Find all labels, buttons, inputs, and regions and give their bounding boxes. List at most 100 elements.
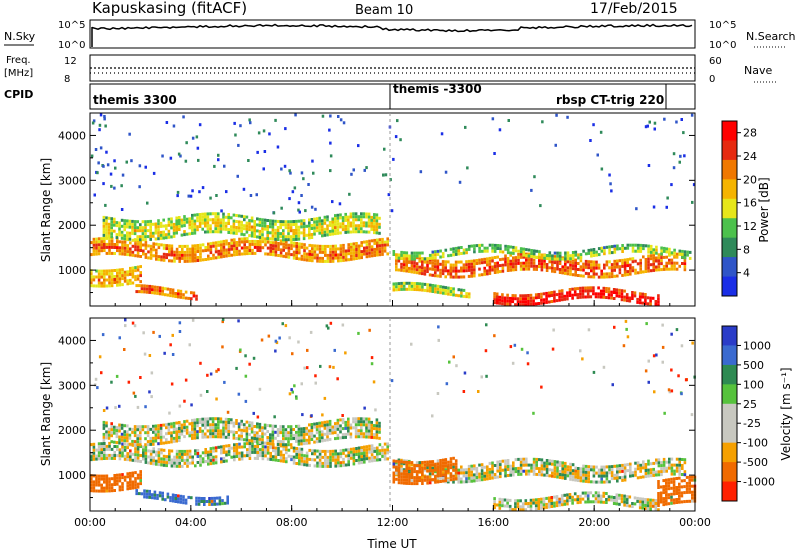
power-scatter-cell [138, 185, 141, 189]
vel-echo-cell [146, 425, 150, 429]
vel-echo-cell [368, 444, 371, 448]
vel-echo-cell [381, 454, 384, 458]
vel-echo-cell [483, 477, 486, 481]
power-echo-cell [303, 246, 306, 250]
cpid-segment-1: themis 3300 [93, 93, 177, 107]
vel-echo-cell [170, 461, 174, 465]
power-echo-cell [123, 252, 127, 256]
vel-echo-cell [618, 493, 621, 497]
power-echo-cell [222, 212, 225, 216]
power-echo-cell [408, 254, 411, 258]
vel-echo-cell [341, 436, 345, 440]
power-echo-cell [444, 289, 448, 293]
power-echo-cell [599, 292, 603, 296]
power-echo-cell [248, 246, 252, 249]
power-echo-cell [292, 256, 296, 260]
vel-echo-cell [165, 441, 168, 445]
vel-echo-cell [421, 465, 424, 469]
power-echo-cell [649, 299, 652, 303]
power-echo-cell [381, 240, 384, 244]
vel-echo-cell [196, 430, 199, 434]
power-echo-cell [134, 248, 137, 252]
vel-echo-cell [662, 469, 666, 473]
power-echo-cell [376, 253, 379, 257]
vel-echo-cell [441, 467, 445, 471]
power-echo-cell [328, 220, 332, 224]
power-echo-cell [303, 258, 306, 262]
colorbar-tick-label: 28 [743, 127, 757, 140]
power-echo-cell [362, 230, 366, 234]
vel-echo-cell [227, 430, 230, 433]
vel-echo-cell [592, 468, 596, 472]
vel-echo-cell [282, 459, 285, 463]
power-echo-cell [292, 223, 295, 226]
power-echo-cell [571, 264, 575, 268]
vel-echo-cell [573, 492, 577, 496]
vel-echo-cell [126, 439, 129, 443]
power-echo-cell [161, 286, 164, 290]
power-echo-cell [266, 228, 269, 231]
vel-echo-cell [272, 455, 275, 459]
power-scatter-cell [110, 184, 113, 188]
vel-echo-cell [434, 480, 437, 484]
power-echo-cell [347, 252, 350, 256]
power-echo-cell [261, 236, 264, 240]
vel-echo-cell [553, 469, 557, 473]
power-echo-cell [153, 285, 157, 289]
power-echo-cell [144, 229, 147, 233]
vel-echo-cell [168, 449, 171, 453]
power-echo-cell [134, 266, 137, 270]
power-echo-cell [662, 267, 666, 271]
vel-echo-cell [287, 448, 291, 452]
vel-echo-cell [599, 494, 603, 498]
vel-echo-cell [300, 462, 304, 466]
power-echo-cell [522, 267, 525, 271]
power-echo-cell [660, 256, 663, 260]
power-echo-cell [454, 252, 458, 256]
power-echo-cell [462, 248, 466, 252]
power-echo-cell [128, 234, 132, 238]
power-echo-cell [538, 253, 541, 257]
vel-echo-cell [478, 478, 481, 482]
vel-echo-cell [195, 499, 198, 503]
power-echo-cell [605, 290, 608, 293]
power-echo-cell [331, 232, 334, 236]
power-echo-cell [439, 271, 442, 275]
power-echo-cell [285, 255, 288, 259]
vel-echo-cell [108, 447, 111, 451]
vel-echo-cell [357, 449, 361, 453]
power-echo-cell [496, 244, 500, 247]
power-echo-cell [413, 282, 416, 285]
power-echo-cell [519, 264, 523, 268]
vel-echo-cell [161, 494, 164, 498]
vel-echo-cell [110, 489, 114, 493]
vel-echo-cell [636, 499, 639, 503]
vel-echo-cell [303, 460, 306, 464]
power-echo-cell [240, 240, 244, 244]
power-scatter-cell [530, 188, 533, 192]
vel-echo-cell [282, 434, 285, 438]
power-echo-cell [165, 247, 168, 251]
power-echo-cell [418, 259, 421, 263]
vel-echo-cell [318, 461, 322, 465]
vel-echo-cell [349, 426, 353, 430]
vel-echo-cell [187, 495, 190, 499]
vel-echo-cell [397, 472, 401, 476]
power-echo-cell [670, 261, 674, 265]
power-echo-cell [219, 221, 223, 225]
noise-tick-right-top: 10^5 [709, 20, 736, 31]
vel-echo-cell [341, 418, 345, 422]
power-echo-cell [214, 215, 217, 219]
vel-echo-cell [657, 461, 661, 465]
vel-echo-cell [543, 473, 546, 477]
power-echo-cell [199, 246, 202, 250]
power-echo-cell [118, 252, 122, 256]
vel-echo-cell [113, 451, 116, 454]
vel-echo-cell [217, 417, 220, 421]
power-echo-cell [405, 269, 408, 273]
vel-echo-cell [363, 454, 366, 458]
vel-echo-cell [209, 450, 213, 454]
power-echo-cell [225, 254, 228, 258]
vel-echo-cell [173, 461, 176, 465]
power-echo-cell [160, 258, 163, 262]
